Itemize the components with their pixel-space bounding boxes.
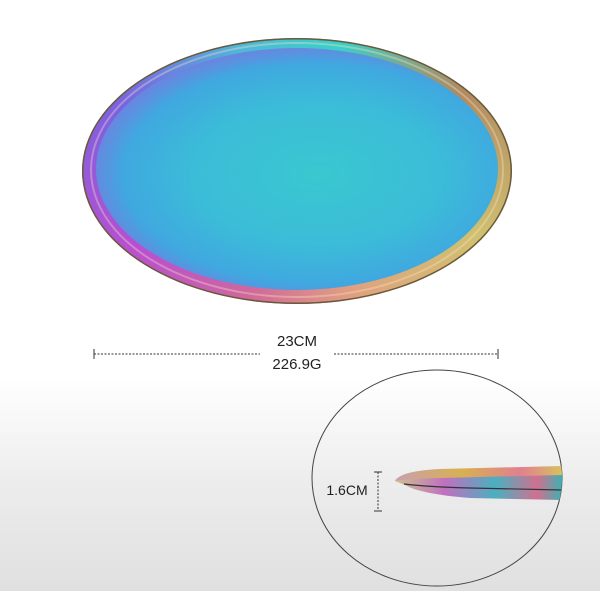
weight-label: 226.9G	[272, 356, 322, 373]
rainbow-plate-top-view	[82, 38, 512, 304]
diameter-label: 23CM	[276, 333, 317, 350]
diameter-dimension-line	[93, 349, 499, 359]
plate-side-profile	[395, 466, 562, 500]
height-label: 1.6CM	[326, 482, 368, 498]
plate-rim-highlight	[90, 42, 504, 298]
height-dimension-line	[374, 471, 382, 512]
